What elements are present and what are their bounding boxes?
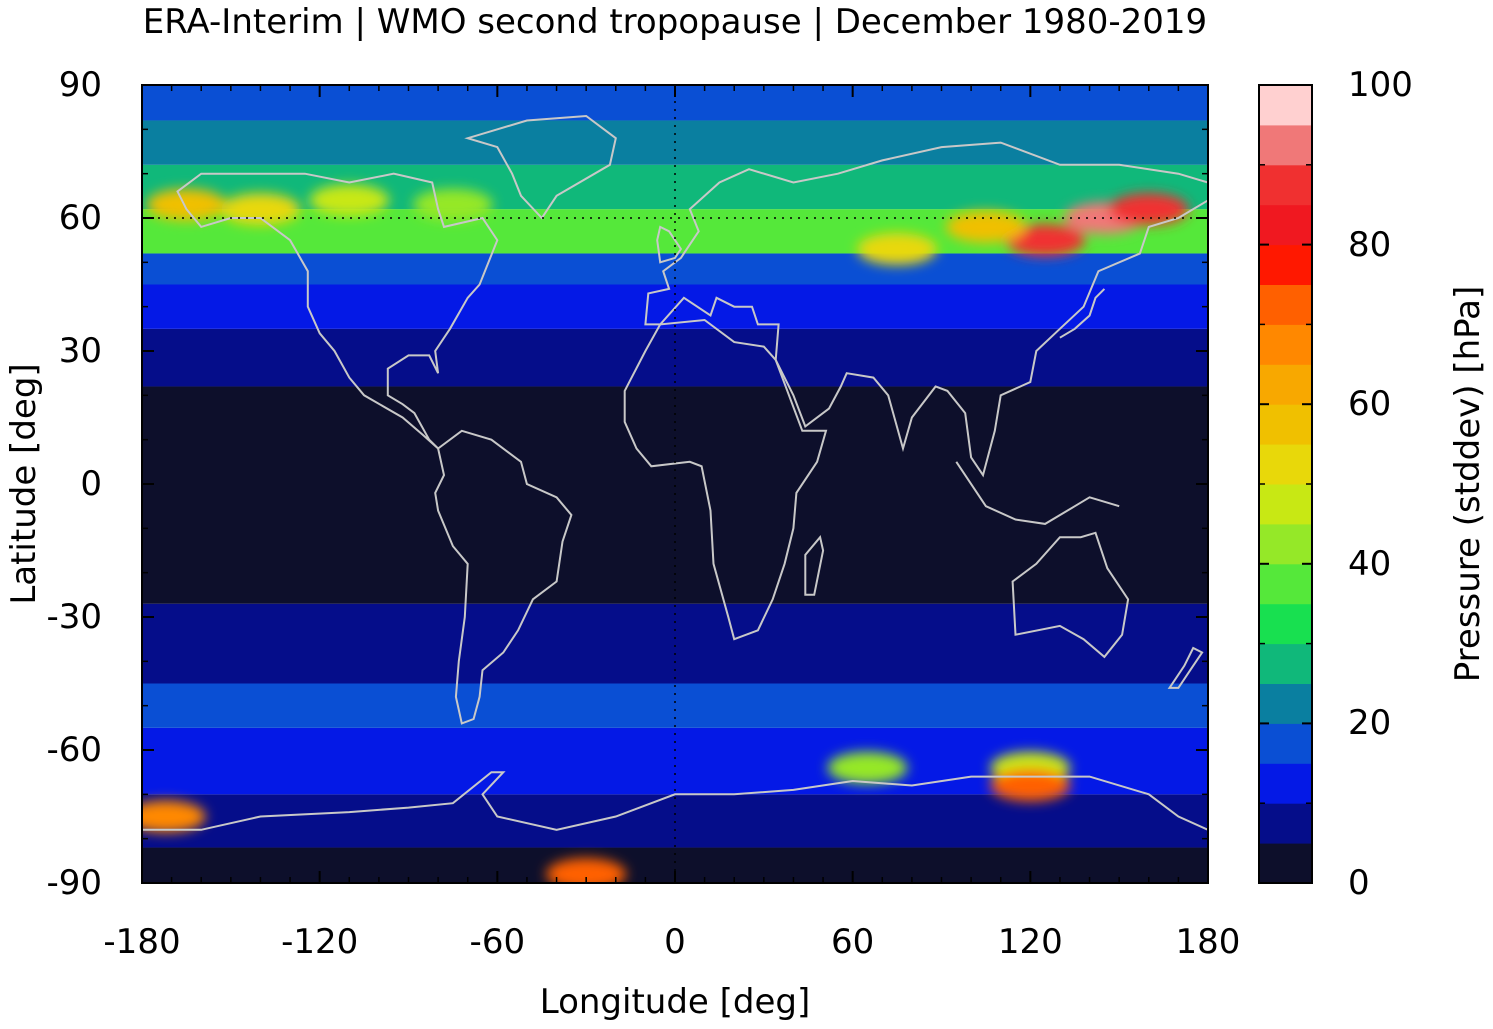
y-tick-label: 0 [80, 464, 102, 504]
hotspot [1108, 193, 1189, 226]
x-tick-label: 60 [831, 922, 875, 962]
coastline [804, 535, 825, 596]
colorbar-swatch [1259, 284, 1312, 325]
colorbar-tick-label: 100 [1348, 65, 1413, 105]
hotspot-group [142, 184, 1189, 883]
axis-ticks [141, 84, 1209, 884]
colorbar-swatch [1259, 364, 1312, 405]
coastline [1167, 646, 1204, 689]
hotspot [857, 233, 938, 266]
coastlines [142, 114, 1208, 831]
colorbar-swatch [1259, 523, 1312, 565]
hotspot [546, 858, 627, 883]
y-tick-label: 30 [58, 331, 102, 371]
colorbar-swatch [1259, 85, 1312, 126]
x-tick-label: -60 [469, 922, 526, 962]
colorbar-swatch [1259, 244, 1312, 285]
grid-lines [142, 85, 1208, 883]
colorbar-swatch [1259, 803, 1312, 844]
hotspot [827, 751, 908, 784]
colorbar-swatch [1259, 603, 1312, 645]
colorbar-swatch [1259, 643, 1312, 684]
y-tick-label: -30 [46, 597, 102, 637]
hotspot [1005, 224, 1086, 257]
colorbar-tick-label: 80 [1348, 224, 1392, 265]
coastline [1059, 288, 1106, 339]
colorbar-swatch [1259, 484, 1312, 525]
field-band [142, 794, 1208, 848]
coastline [464, 114, 617, 220]
chart-title: ERA-Interim | WMO second tropopause | De… [142, 2, 1208, 42]
colorbar-swatch [1259, 124, 1312, 166]
hotspot [220, 193, 301, 226]
colorbar [1258, 84, 1313, 884]
colorbar-swatch [1259, 444, 1312, 485]
x-tick-label: -180 [103, 922, 181, 962]
hotspot [309, 184, 390, 217]
hotspot [990, 769, 1071, 802]
colorbar-tick-label: 20 [1348, 703, 1392, 744]
hotspot [142, 800, 206, 833]
y-tick-label: -60 [46, 730, 102, 770]
field-band [142, 386, 1208, 604]
colorbar-swatch [1259, 404, 1312, 445]
colorbar-swatch [1259, 164, 1312, 206]
coastline [176, 172, 499, 450]
hotspot [412, 188, 493, 221]
coastline [955, 461, 1120, 525]
coastline [142, 771, 1208, 831]
field-band [142, 164, 1208, 210]
coastline [434, 429, 573, 725]
colorbar-tick-label: 40 [1348, 543, 1392, 584]
x-axis-label: Longitude [deg] [539, 982, 811, 1022]
hotspot [945, 210, 1026, 243]
field-band [142, 683, 1208, 728]
pressure-field [142, 85, 1208, 883]
coastline [656, 225, 683, 264]
x-tick-label: 180 [1175, 922, 1241, 962]
y-tick-label: 60 [58, 198, 102, 238]
colorbar-swatch [1259, 723, 1312, 764]
field-band [142, 603, 1208, 684]
x-tick-label: -120 [281, 922, 359, 962]
y-tick-label: 90 [58, 65, 102, 105]
coastline [623, 318, 828, 641]
x-tick-label: 0 [664, 922, 686, 962]
x-tick-label: 120 [997, 922, 1063, 962]
colorbar-swatch [1259, 204, 1312, 246]
coastline [644, 141, 1208, 478]
colorbar-swatch [1259, 324, 1312, 365]
colorbar-swatch [1259, 683, 1312, 724]
colorbar-swatch [1259, 843, 1312, 884]
hotspot [146, 188, 227, 221]
y-tick-label: -90 [46, 863, 102, 903]
colorbar-tick-label: 0 [1348, 863, 1370, 903]
colorbar-swatch [1259, 563, 1312, 605]
colorbar-swatch [1259, 763, 1312, 804]
coastline [1011, 531, 1130, 659]
colorbar-tick-label: 60 [1348, 384, 1392, 425]
